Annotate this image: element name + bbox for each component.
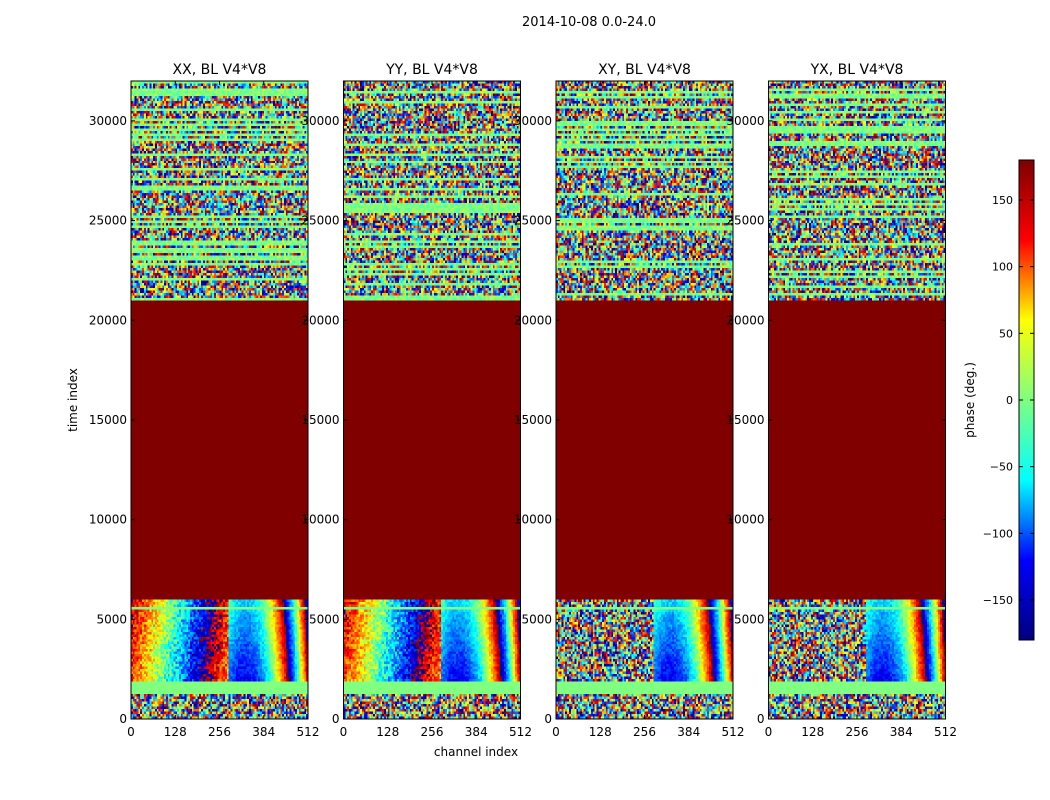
y-tick-label: 5000 bbox=[521, 612, 552, 626]
colorbar-tick-label: 0 bbox=[1006, 394, 1013, 407]
x-tick-label: 384 bbox=[465, 725, 488, 739]
y-tick-label: 25000 bbox=[514, 214, 552, 228]
panel-title: XX, BL V4*V8 bbox=[173, 62, 267, 78]
panel-title: YX, BL V4*V8 bbox=[810, 62, 904, 78]
colorbar: −150 −100 −50 0 50 100 150 phase (deg.) bbox=[963, 159, 1035, 641]
y-tick-label: 0 bbox=[332, 712, 340, 726]
colorbar-label: phase (deg.) bbox=[963, 362, 977, 438]
panel-0: XX, BL V4*V8 0 128 256 384 512 0 5000 10000 15000… bbox=[89, 62, 320, 739]
y-tick-label: 30000 bbox=[301, 114, 339, 128]
y-tick-label: 5000 bbox=[309, 612, 340, 626]
x-axis-label: channel index bbox=[434, 745, 518, 759]
colorbar-tick-label: 50 bbox=[999, 327, 1013, 340]
y-tick-label: 10000 bbox=[514, 513, 552, 527]
x-tick-label: 256 bbox=[846, 725, 869, 739]
colorbar-tick-label: −50 bbox=[990, 461, 1013, 474]
x-tick-label: 384 bbox=[677, 725, 700, 739]
y-tick-label: 10000 bbox=[89, 513, 127, 527]
x-tick-label: 384 bbox=[890, 725, 913, 739]
x-tick-label: 0 bbox=[340, 725, 348, 739]
y-tick-label: 30000 bbox=[726, 114, 764, 128]
x-tick-label: 128 bbox=[376, 725, 399, 739]
heatmap-image bbox=[343, 81, 521, 719]
x-tick-label: 128 bbox=[589, 725, 612, 739]
x-tick-label: 0 bbox=[127, 725, 135, 739]
y-tick-label: 20000 bbox=[726, 313, 764, 327]
colorbar-tick-label: 150 bbox=[992, 194, 1013, 207]
x-tick-label: 128 bbox=[164, 725, 187, 739]
colorbar-tick-label: −100 bbox=[983, 527, 1013, 540]
x-tick-label: 0 bbox=[765, 725, 773, 739]
x-tick-label: 512 bbox=[934, 725, 957, 739]
x-tick-label: 512 bbox=[297, 725, 320, 739]
y-tick-label: 15000 bbox=[514, 413, 552, 427]
y-tick-label: 20000 bbox=[514, 313, 552, 327]
y-tick-label: 0 bbox=[757, 712, 765, 726]
y-tick-label: 10000 bbox=[726, 513, 764, 527]
heatmap-image bbox=[556, 81, 733, 719]
y-tick-label: 25000 bbox=[726, 214, 764, 228]
y-tick-label: 30000 bbox=[514, 114, 552, 128]
x-tick-label: 256 bbox=[421, 725, 444, 739]
y-tick-label: 15000 bbox=[726, 413, 764, 427]
y-axis-label: time index bbox=[66, 368, 80, 432]
x-tick-label: 384 bbox=[252, 725, 275, 739]
panel-2: XY, BL V4*V8 0 128 256 384 512 0 5000 10000 15000… bbox=[514, 62, 745, 739]
panel-title: XY, BL V4*V8 bbox=[598, 62, 691, 78]
y-tick-label: 0 bbox=[544, 712, 552, 726]
heatmap-image bbox=[131, 81, 308, 719]
figure-suptitle: 2014-10-08 0.0-24.0 bbox=[522, 15, 656, 30]
panel-3: YX, BL V4*V8 0 128 256 384 512 0 5000 10000 15000… bbox=[726, 62, 957, 739]
y-tick-label: 15000 bbox=[89, 413, 127, 427]
x-tick-label: 256 bbox=[633, 725, 656, 739]
y-tick-label: 10000 bbox=[301, 513, 339, 527]
x-tick-label: 128 bbox=[801, 725, 824, 739]
x-tick-label: 256 bbox=[208, 725, 231, 739]
y-tick-label: 5000 bbox=[734, 612, 765, 626]
x-tick-label: 512 bbox=[722, 725, 745, 739]
heatmap-image bbox=[768, 81, 946, 719]
y-tick-label: 0 bbox=[119, 712, 127, 726]
panel-1: YY, BL V4*V8 0 128 256 384 512 0 5000 10000 15000… bbox=[301, 62, 532, 739]
y-tick-label: 30000 bbox=[89, 114, 127, 128]
y-tick-label: 25000 bbox=[89, 214, 127, 228]
y-tick-label: 15000 bbox=[301, 413, 339, 427]
x-tick-label: 0 bbox=[552, 725, 560, 739]
y-tick-label: 5000 bbox=[96, 612, 127, 626]
y-tick-label: 25000 bbox=[301, 214, 339, 228]
y-tick-label: 20000 bbox=[89, 313, 127, 327]
colorbar-tick-label: −150 bbox=[983, 594, 1013, 607]
colorbar-ticks: −150 −100 −50 0 50 100 150 bbox=[983, 194, 1034, 607]
panels: XX, BL V4*V8 0 128 256 384 512 0 5000 10000 15000… bbox=[89, 62, 957, 739]
panel-title: YY, BL V4*V8 bbox=[385, 62, 478, 78]
colorbar-tick-label: 100 bbox=[992, 261, 1013, 274]
x-tick-label: 512 bbox=[509, 725, 532, 739]
y-tick-label: 20000 bbox=[301, 313, 339, 327]
